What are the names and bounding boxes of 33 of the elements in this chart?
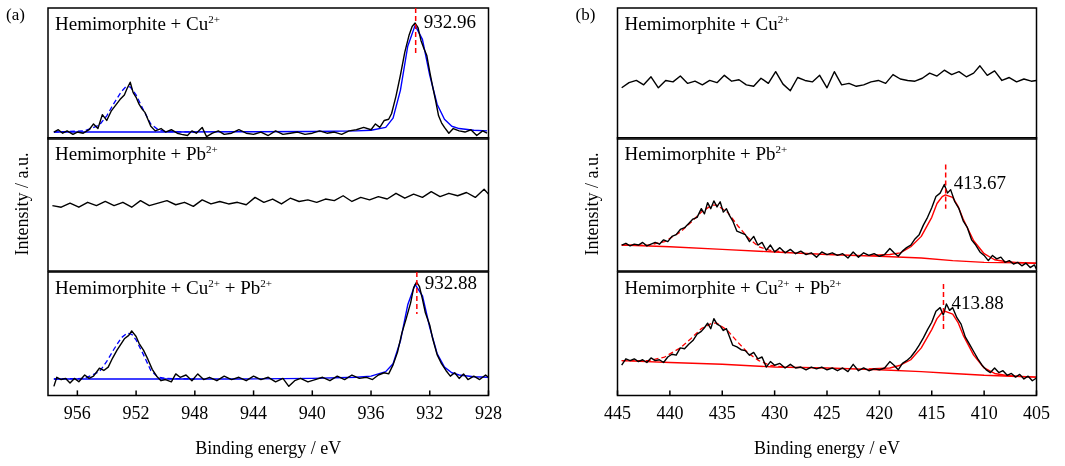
x-tick-label: 425 (813, 402, 841, 423)
x-tick-label: 928 (475, 402, 502, 423)
x-tick-label: 435 (708, 402, 736, 423)
x-axis-title: Binding energy / eV (195, 438, 342, 459)
ref-line-label: 413.88 (951, 291, 1004, 313)
annotation: Hemimorphite + Cu$^{2+}$ + Pb$^{2+}$ (55, 277, 272, 298)
x-tick-label: 956 (63, 402, 91, 423)
text: Hemimorphite + Pb$^{2+}$ (624, 142, 788, 164)
ref-line-label: 932.96 (423, 11, 476, 33)
ref-line-label: 932.88 (424, 271, 478, 293)
x-tick-label: 430 (761, 402, 789, 423)
y-axis-title: Intensity / a.u. (11, 152, 33, 256)
y-axis-title: Intensity / a.u. (581, 152, 602, 256)
x-tick-label: 948 (181, 402, 209, 423)
text: Hemimorphite + Cu$^{2+}$ (624, 13, 790, 34)
x-tick-label: 440 (656, 402, 684, 423)
x-tick-label: 405 (1023, 402, 1050, 423)
x-tick-label: 952 (122, 402, 150, 423)
text: Hemimorphite + Pb$^{2+}$ (55, 142, 218, 164)
x-axis-title: Binding energy / eV (753, 438, 901, 459)
chart-title: (a) (6, 5, 25, 24)
x-tick-label: 944 (240, 402, 268, 423)
x-tick-label: 420 (865, 402, 893, 423)
annotation: Hemimorphite + Cu$^{2+}$ (55, 13, 220, 34)
x-tick-label: 940 (298, 402, 326, 423)
x-tick-label: 415 (918, 402, 946, 423)
ref-line-label: 413.67 (953, 172, 1006, 194)
chart-title: (b) (575, 5, 596, 24)
x-tick-label: 932 (416, 402, 444, 423)
x-tick-label: 936 (357, 402, 385, 423)
x-tick-label: 410 (970, 402, 998, 423)
text: Hemimorphite + Cu$^{2+}$ + Pb$^{2+}$ (624, 277, 842, 298)
x-tick-label: 445 (604, 402, 631, 423)
